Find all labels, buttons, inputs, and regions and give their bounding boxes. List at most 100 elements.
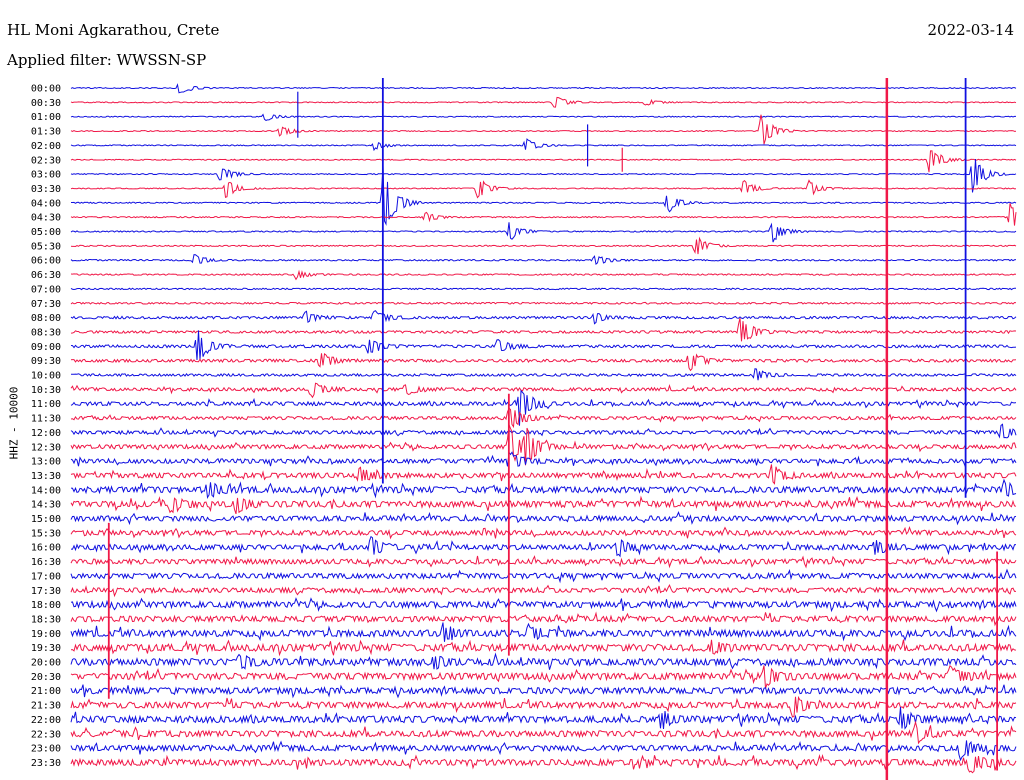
row-time-label: 14:00 bbox=[31, 485, 61, 496]
trace-row bbox=[70, 310, 1017, 325]
trace-row bbox=[70, 382, 1017, 399]
row-time-label: 16:00 bbox=[31, 543, 61, 554]
trace-row bbox=[70, 150, 1017, 173]
trace-row bbox=[70, 179, 1017, 199]
row-time-label: 07:30 bbox=[31, 299, 61, 310]
trace-row bbox=[70, 511, 1017, 526]
trace-row bbox=[70, 138, 1017, 152]
trace-row bbox=[70, 389, 1017, 426]
row-time-label: 13:30 bbox=[31, 471, 61, 482]
trace-row bbox=[70, 96, 1017, 108]
row-time-label: 18:00 bbox=[31, 600, 61, 611]
row-time-label: 02:00 bbox=[31, 141, 61, 152]
row-time-label: 12:00 bbox=[31, 428, 61, 439]
row-time-label: 18:30 bbox=[31, 614, 61, 625]
row-time-label: 22:30 bbox=[31, 729, 61, 740]
trace-row bbox=[70, 754, 1017, 774]
row-time-label: 08:30 bbox=[31, 327, 61, 338]
row-time-label: 06:00 bbox=[31, 256, 61, 267]
trace-row bbox=[70, 301, 1017, 305]
trace-row bbox=[70, 424, 1017, 466]
trace-row bbox=[70, 707, 1017, 730]
row-time-label: 00:30 bbox=[31, 98, 61, 109]
row-time-label: 03:00 bbox=[31, 170, 61, 181]
record-date: 2022-03-14 bbox=[927, 21, 1014, 39]
row-time-label: 20:30 bbox=[31, 672, 61, 683]
row-time-label: 22:00 bbox=[31, 715, 61, 726]
trace-row bbox=[70, 535, 1017, 558]
trace-row bbox=[70, 83, 1017, 94]
trace-row bbox=[70, 684, 1017, 699]
row-time-label: 19:00 bbox=[31, 629, 61, 640]
row-time-label: 10:30 bbox=[31, 385, 61, 396]
trace-row bbox=[70, 583, 1017, 598]
trace-row bbox=[70, 269, 1017, 281]
row-time-label: 04:00 bbox=[31, 198, 61, 209]
row-time-label: 20:00 bbox=[31, 658, 61, 669]
trace-row bbox=[70, 222, 1017, 243]
row-time-label: 09:30 bbox=[31, 356, 61, 367]
row-time-label: 21:30 bbox=[31, 701, 61, 712]
row-time-label: 14:30 bbox=[31, 500, 61, 511]
trace-row bbox=[70, 330, 1017, 360]
trace-row bbox=[70, 597, 1017, 613]
row-time-label: 10:00 bbox=[31, 371, 61, 382]
row-time-label: 06:30 bbox=[31, 270, 61, 281]
trace-row bbox=[70, 622, 1017, 642]
trace-row bbox=[70, 495, 1017, 515]
trace-row bbox=[70, 352, 1017, 372]
trace-row bbox=[70, 203, 1017, 226]
row-time-label: 01:30 bbox=[31, 127, 61, 138]
trace-row bbox=[70, 639, 1017, 657]
row-time-label: 05:00 bbox=[31, 227, 61, 238]
station-title: HL Moni Agkarathou, Crete bbox=[7, 21, 220, 39]
row-time-label: 16:30 bbox=[31, 557, 61, 568]
row-time-label: 17:00 bbox=[31, 571, 61, 582]
trace-row bbox=[70, 159, 1017, 193]
row-time-label: 21:00 bbox=[31, 686, 61, 697]
trace-row bbox=[70, 254, 1017, 265]
trace-row bbox=[70, 464, 1017, 485]
trace-row bbox=[70, 451, 1017, 468]
row-time-label: 01:00 bbox=[31, 112, 61, 123]
row-time-label: 00:00 bbox=[31, 84, 61, 95]
row-time-label: 11:00 bbox=[31, 399, 61, 410]
row-time-label: 23:30 bbox=[31, 758, 61, 769]
trace-row bbox=[70, 165, 1017, 226]
row-time-label: 09:00 bbox=[31, 342, 61, 353]
trace-row bbox=[70, 695, 1017, 718]
row-time-label: 23:00 bbox=[31, 744, 61, 755]
trace-row bbox=[70, 665, 1017, 689]
row-time-label: 15:30 bbox=[31, 528, 61, 539]
trace-row bbox=[70, 423, 1017, 439]
row-time-label: 08:00 bbox=[31, 313, 61, 324]
row-time-label: 04:30 bbox=[31, 213, 61, 224]
trace-row bbox=[70, 525, 1017, 540]
row-time-label: 05:30 bbox=[31, 241, 61, 252]
filter-label: Applied filter: WWSSN-SP bbox=[7, 51, 207, 69]
row-time-label: 17:30 bbox=[31, 586, 61, 597]
trace-row bbox=[70, 113, 1017, 121]
row-time-label: 13:00 bbox=[31, 457, 61, 468]
trace-row bbox=[70, 317, 1017, 342]
trace-row bbox=[70, 555, 1017, 569]
trace-row bbox=[70, 236, 1017, 255]
row-time-label: 11:30 bbox=[31, 414, 61, 425]
trace-row bbox=[70, 740, 1017, 762]
row-time-label: 12:30 bbox=[31, 442, 61, 453]
trace-row bbox=[70, 568, 1017, 584]
trace-row bbox=[70, 478, 1017, 500]
trace-row bbox=[70, 114, 1017, 145]
trace-row bbox=[70, 611, 1017, 627]
row-time-label: 02:30 bbox=[31, 155, 61, 166]
row-time-label: 03:30 bbox=[31, 184, 61, 195]
trace-row bbox=[70, 368, 1017, 381]
row-time-label: 19:30 bbox=[31, 643, 61, 654]
trace-row bbox=[70, 287, 1016, 291]
trace-row bbox=[70, 407, 1017, 429]
row-time-label: 07:00 bbox=[31, 284, 61, 295]
row-time-label: 15:00 bbox=[31, 514, 61, 525]
trace-row bbox=[70, 720, 1017, 745]
